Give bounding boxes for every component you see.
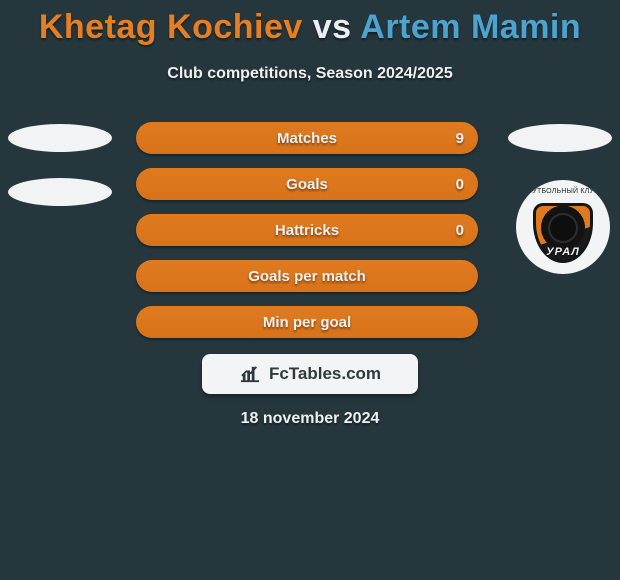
shield-icon: УРАЛ [533, 203, 593, 263]
page-title: Khetag Kochiev vs Artem Mamin [0, 0, 620, 47]
player2-club-badge: ФУТБОЛЬНЫЙ КЛУБ УРАЛ [516, 180, 610, 274]
stat-row: Matches9 [136, 122, 478, 154]
subtitle: Club competitions, Season 2024/2025 [0, 65, 620, 83]
source-card: FcTables.com [202, 354, 418, 394]
vs-label: vs [313, 8, 352, 46]
source-label: FcTables.com [269, 364, 381, 384]
date-label: 18 november 2024 [0, 410, 620, 428]
player1-name: Khetag Kochiev [39, 8, 303, 46]
barchart-icon [239, 365, 261, 383]
player1-avatar-placeholder [8, 124, 112, 152]
ball-icon [557, 222, 569, 234]
player2-avatar-placeholder [508, 124, 612, 152]
stat-right-value: 9 [442, 122, 478, 154]
comparison-infographic: Khetag Kochiev vs Artem Mamin Club compe… [0, 0, 620, 83]
stat-right-value: 0 [442, 168, 478, 200]
stat-label: Goals [136, 168, 478, 200]
stat-right-value: 0 [442, 214, 478, 246]
stat-label: Matches [136, 122, 478, 154]
badge-name: УРАЛ [536, 246, 590, 258]
player1-club-placeholder [8, 178, 112, 206]
stat-row: Min per goal [136, 306, 478, 338]
stat-label: Min per goal [136, 306, 478, 338]
stat-row: Hattricks0 [136, 214, 478, 246]
stat-label: Goals per match [136, 260, 478, 292]
stat-label: Hattricks [136, 214, 478, 246]
badge-ring-text: ФУТБОЛЬНЫЙ КЛУБ [527, 188, 599, 195]
stat-row: Goals0 [136, 168, 478, 200]
player2-name: Artem Mamin [360, 8, 581, 46]
stat-rows: Matches9Goals0Hattricks0Goals per matchM… [136, 122, 478, 352]
stat-row: Goals per match [136, 260, 478, 292]
